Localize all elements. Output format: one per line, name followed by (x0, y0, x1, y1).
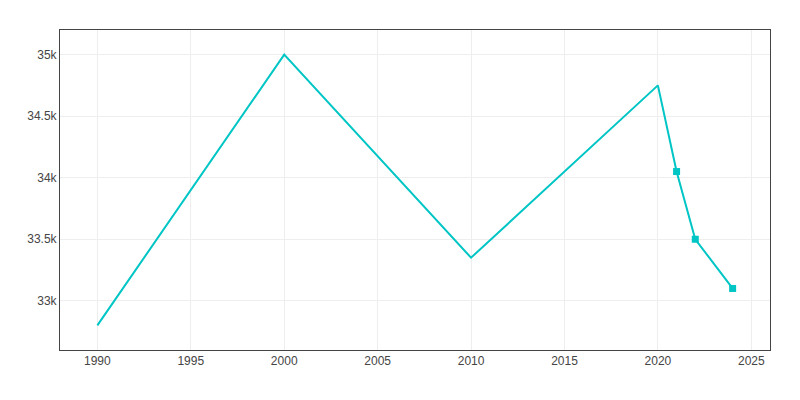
svg-text:35k: 35k (37, 48, 57, 62)
svg-text:2000: 2000 (271, 354, 298, 368)
svg-text:1990: 1990 (84, 354, 111, 368)
svg-text:33k: 33k (37, 294, 57, 308)
svg-text:2010: 2010 (458, 354, 485, 368)
svg-text:34.5k: 34.5k (27, 109, 57, 123)
svg-text:1995: 1995 (177, 354, 204, 368)
svg-text:2015: 2015 (551, 354, 578, 368)
svg-text:2020: 2020 (645, 354, 672, 368)
svg-text:34k: 34k (37, 171, 57, 185)
svg-text:2025: 2025 (738, 354, 765, 368)
svg-text:33.5k: 33.5k (27, 232, 57, 246)
svg-text:2005: 2005 (364, 354, 391, 368)
